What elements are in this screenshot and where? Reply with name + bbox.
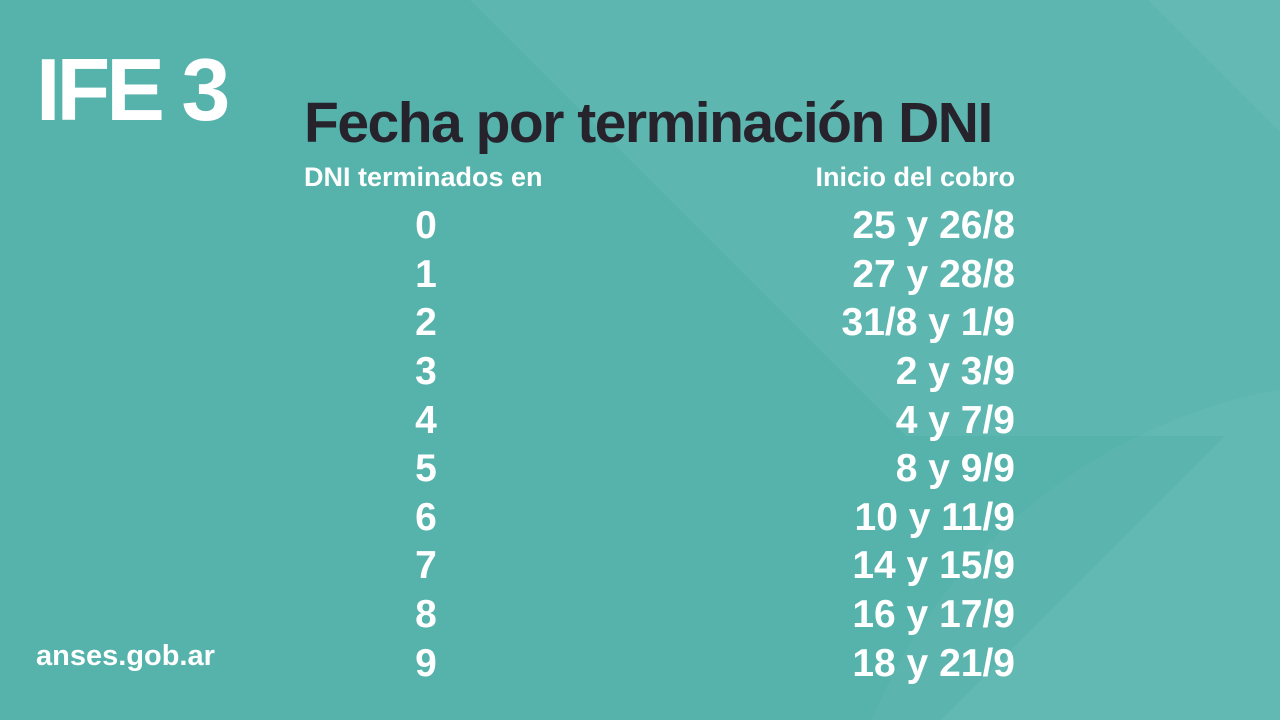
dni-digit-cell: 3	[415, 350, 437, 394]
payment-date-cell: 8 y 9/9	[895, 447, 1015, 491]
table-row: 2 31/8 y 1/9	[304, 299, 1015, 348]
payment-date-cell: 10 y 11/9	[854, 495, 1016, 539]
column-header-dni: DNI terminados en	[304, 162, 543, 192]
payment-date-cell: 18 y 21/9	[852, 641, 1015, 685]
dni-digit-cell: 9	[415, 641, 437, 685]
payment-date-cell: 4 y 7/9	[895, 398, 1015, 442]
payment-date-cell: 16 y 17/9	[852, 593, 1015, 637]
page-title: Fecha por terminación DNI	[304, 91, 993, 156]
table-row: 7 14 y 15/9	[304, 542, 1015, 591]
table-body: 0 25 y 26/8 1 27 y 28/8 2 31/8 y 1/9 3 2…	[304, 202, 1015, 688]
table-row: 5 8 y 9/9	[304, 445, 1015, 494]
table-row: 8 16 y 17/9	[304, 591, 1015, 640]
payment-date-cell: 27 y 28/8	[852, 252, 1015, 296]
payment-date-cell: 2 y 3/9	[895, 350, 1015, 394]
dni-digit-cell: 6	[415, 495, 437, 539]
dni-digit-cell: 5	[415, 447, 437, 491]
ife3-logo: IFE 3	[36, 40, 230, 139]
dni-digit-cell: 4	[415, 398, 437, 442]
table-row: 9 18 y 21/9	[304, 639, 1015, 688]
table-row: 4 4 y 7/9	[304, 396, 1015, 445]
table-row: 1 27 y 28/8	[304, 251, 1015, 300]
column-header-inicio: Inicio del cobro	[815, 162, 1015, 192]
table-row: 3 2 y 3/9	[304, 348, 1015, 397]
dni-digit-cell: 2	[415, 301, 437, 345]
payment-date-cell: 31/8 y 1/9	[841, 301, 1015, 345]
table-row: 6 10 y 11/9	[304, 494, 1015, 543]
dni-digit-cell: 0	[415, 204, 437, 248]
website-footer: anses.gob.ar	[36, 640, 215, 672]
dni-digit-cell: 7	[415, 544, 437, 588]
payment-schedule-table: DNI terminados en Inicio del cobro 0 25 …	[304, 161, 1015, 688]
table-row: 0 25 y 26/8	[304, 202, 1015, 251]
payment-date-cell: 25 y 26/8	[852, 204, 1015, 248]
dni-digit-cell: 8	[415, 593, 437, 637]
dni-digit-cell: 1	[415, 252, 437, 296]
table-header-row: DNI terminados en Inicio del cobro	[304, 161, 1015, 193]
payment-date-cell: 14 y 15/9	[852, 544, 1015, 588]
